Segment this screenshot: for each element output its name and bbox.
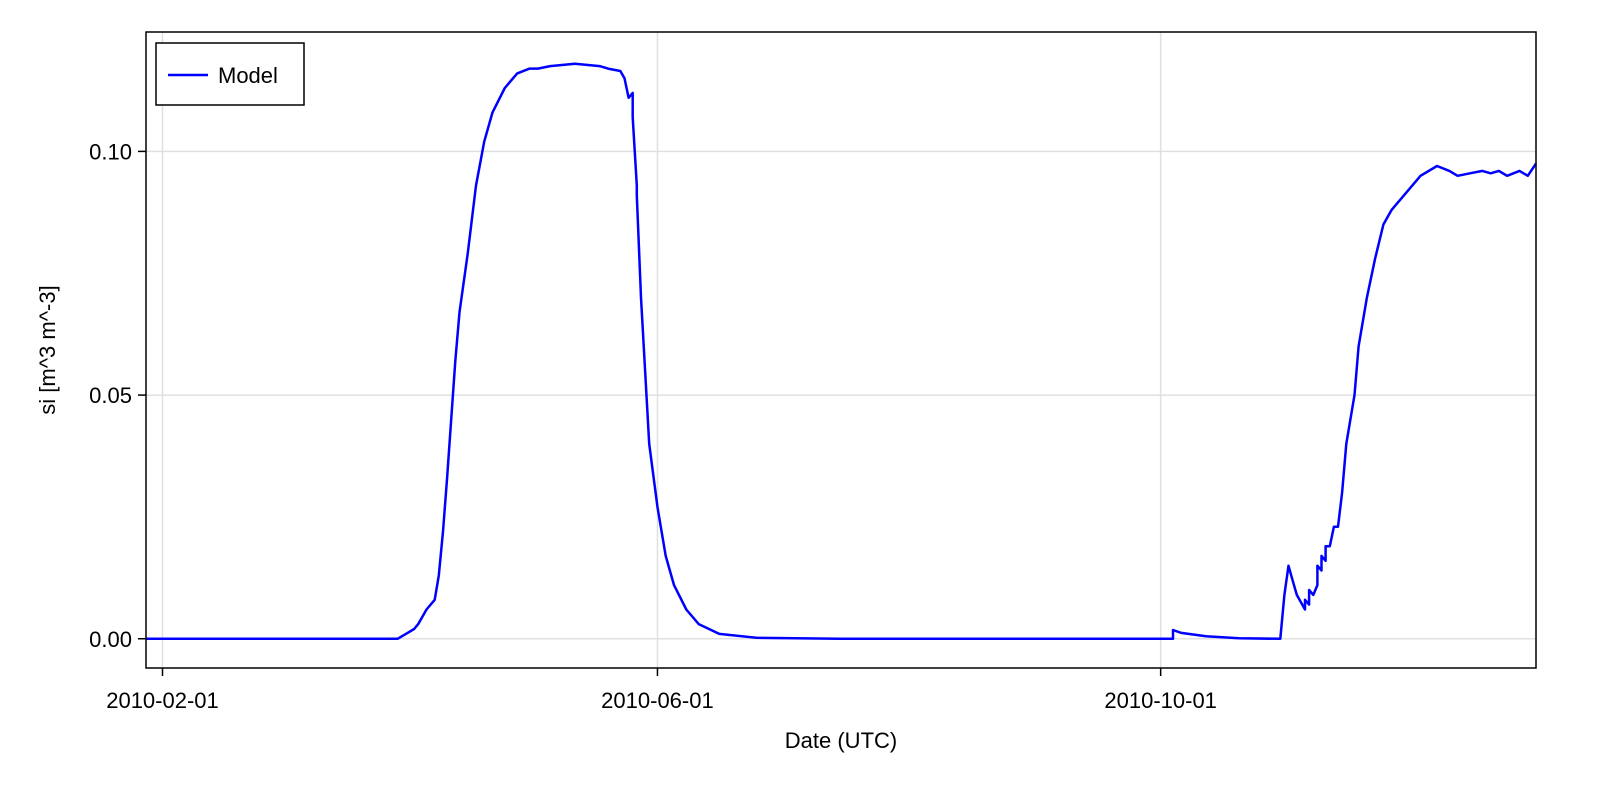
plot-frame bbox=[145, 31, 1537, 669]
x-tick-label: 2010-06-01 bbox=[601, 688, 714, 713]
x-tick-label: 2010-02-01 bbox=[106, 688, 219, 713]
axis-ticks: 2010-02-01 2010-06-01 2010-10-01 0.00 0.05 0.… bbox=[89, 139, 1217, 713]
x-tick-label: 2010-10-01 bbox=[1104, 688, 1217, 713]
legend-label-model: Model bbox=[218, 63, 278, 88]
series-line-model bbox=[146, 62, 1538, 641]
y-tick-label: 0.00 bbox=[89, 627, 132, 652]
x-axis-label: Date (UTC) bbox=[785, 728, 897, 753]
series-layer bbox=[146, 62, 1538, 641]
y-tick-label: 0.10 bbox=[89, 139, 132, 164]
legend: Model bbox=[155, 42, 305, 106]
y-axis-label: si [m^3 m^-3] bbox=[35, 285, 60, 414]
y-tick-label: 0.05 bbox=[89, 383, 132, 408]
